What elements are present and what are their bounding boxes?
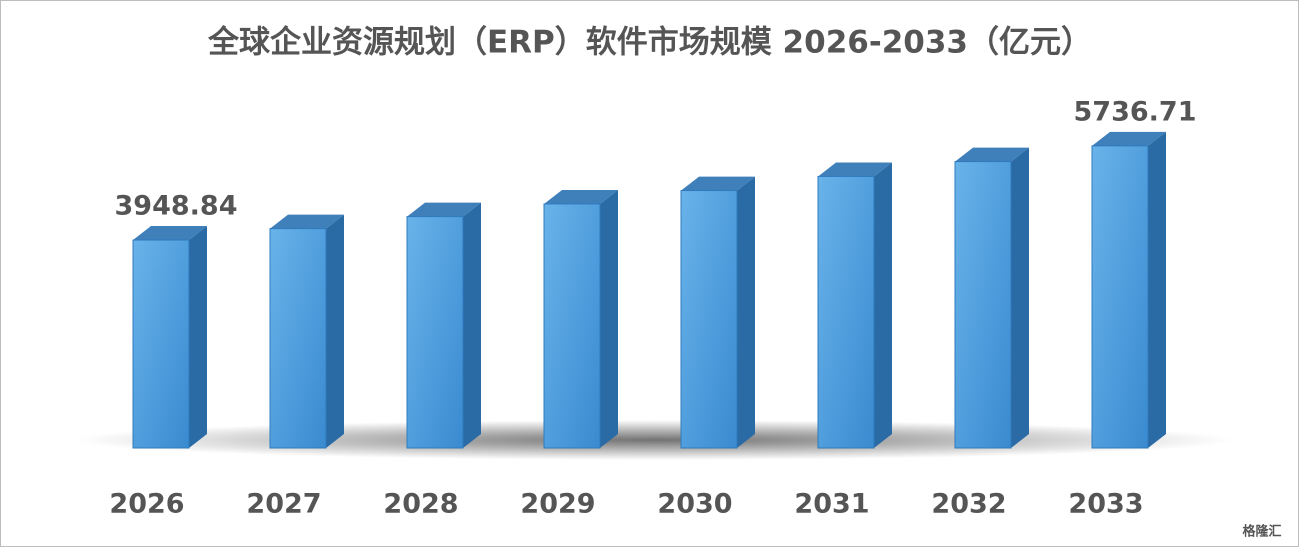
bar-top [1092, 131, 1166, 146]
bar-top [407, 202, 481, 217]
bar-side [326, 214, 344, 448]
bar-side [1011, 147, 1029, 448]
bar-side [874, 162, 892, 448]
bar [954, 161, 1012, 449]
x-tick-label: 2026 [109, 489, 184, 520]
x-tick-label: 2033 [1068, 489, 1143, 520]
bar-top [955, 147, 1029, 162]
x-tick-label: 2030 [657, 489, 732, 520]
bar-side [189, 226, 207, 448]
bar-top [544, 189, 618, 204]
x-tick-label: 2031 [794, 489, 869, 520]
bar-top [818, 162, 892, 177]
floor-shadow [75, 420, 1235, 460]
bar-side [1148, 131, 1166, 448]
watermark: 格隆汇 [1242, 524, 1281, 540]
bar-side [737, 176, 755, 448]
x-tick-label: 2028 [383, 489, 458, 520]
x-tick-label: 2027 [246, 489, 321, 520]
bar-top [133, 226, 207, 241]
bar [269, 228, 327, 449]
bar-side [600, 189, 618, 448]
bar [817, 175, 875, 449]
bar [132, 239, 190, 449]
bar-top [681, 176, 755, 191]
bar [1091, 145, 1149, 449]
bar-top [270, 214, 344, 229]
value-label: 5736.71 [1074, 96, 1197, 127]
bar [406, 216, 464, 449]
bar [543, 203, 601, 449]
value-label: 3948.84 [115, 191, 238, 222]
x-tick-label: 2029 [520, 489, 595, 520]
chart-title: 全球企业资源规划（ERP）软件市场规模 2026-2033（亿元） [207, 25, 1092, 61]
x-tick-label: 2032 [931, 489, 1006, 520]
bar [680, 190, 738, 449]
bar-side [463, 202, 481, 448]
